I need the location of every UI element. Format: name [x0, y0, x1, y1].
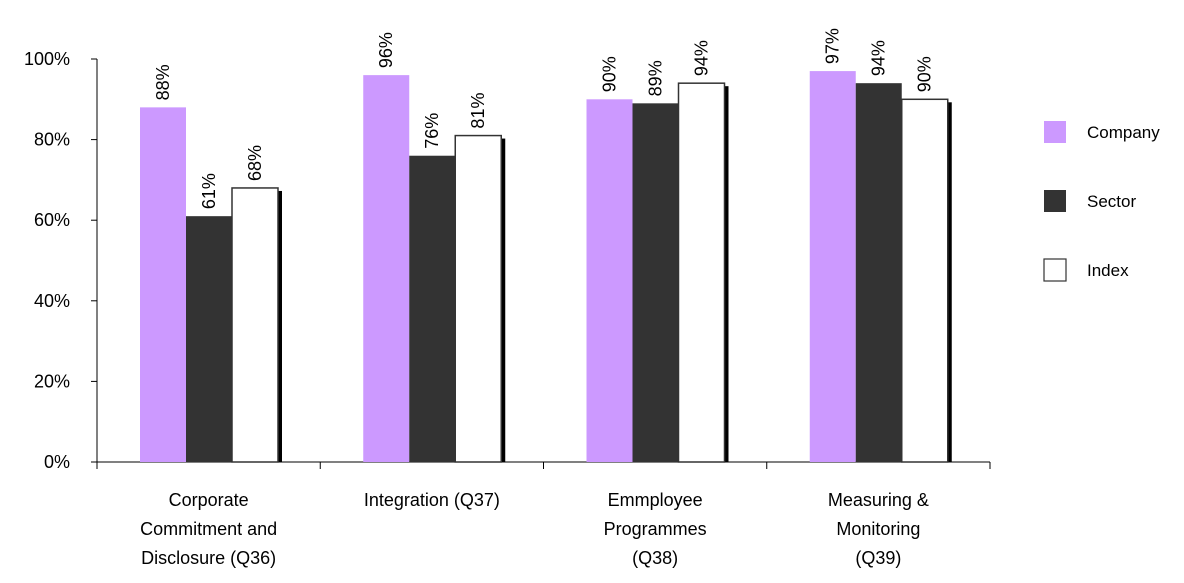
bar-company [140, 107, 186, 463]
data-label: 88% [153, 64, 173, 100]
data-label: 94% [692, 40, 712, 76]
bar-sector [632, 103, 679, 462]
legend-label-company: Company [1087, 123, 1160, 142]
axes: 0% 20% 40% 60% 80% 100% Corporate Commitment an… [24, 49, 991, 568]
data-label: 68% [245, 145, 265, 181]
x-category-label: Measuring & Monitoring (Q39) [828, 490, 929, 568]
x-category-label: Corporate Commitment and Disclosure (Q36) [140, 490, 277, 568]
bars: 88% 61% 68% 96% 76% 81% 90% 89% 94% 97% 94% 90% [140, 28, 952, 463]
bar-sector [409, 155, 456, 462]
legend-label-index: Index [1087, 261, 1129, 280]
bar-index [677, 82, 726, 463]
legend-label-sector: Sector [1087, 192, 1136, 211]
legend: Company Sector Index [1043, 121, 1160, 282]
data-label: 90% [600, 56, 620, 92]
legend-swatch-index [1043, 258, 1067, 282]
bar-sector [855, 83, 902, 463]
y-tick-label: 80% [34, 130, 70, 150]
y-tick-label: 60% [34, 210, 70, 230]
bar-company [363, 75, 410, 463]
bar-index [901, 98, 949, 463]
legend-swatch-company [1044, 121, 1066, 143]
y-tick-label: 20% [34, 371, 70, 391]
bar-sector [186, 216, 232, 462]
x-category-label: Integration (Q37) [364, 490, 500, 510]
x-category-label: Emmployee Programmes (Q38) [604, 490, 707, 568]
y-tick-label: 100% [24, 49, 70, 69]
legend-swatch-sector [1044, 190, 1066, 212]
y-tick-label: 0% [44, 452, 70, 472]
bar-company [809, 71, 856, 462]
data-label: 94% [869, 40, 889, 76]
bar-index [231, 187, 279, 463]
bar-index [454, 134, 502, 463]
data-label: 97% [823, 28, 843, 64]
data-label: 76% [422, 113, 442, 149]
data-label: 89% [646, 60, 666, 96]
data-label: 96% [376, 32, 396, 68]
bar-company [586, 99, 633, 463]
data-label: 61% [199, 173, 219, 209]
data-label: 90% [915, 56, 935, 92]
data-label: 81% [468, 93, 488, 129]
y-tick-label: 40% [34, 291, 70, 311]
